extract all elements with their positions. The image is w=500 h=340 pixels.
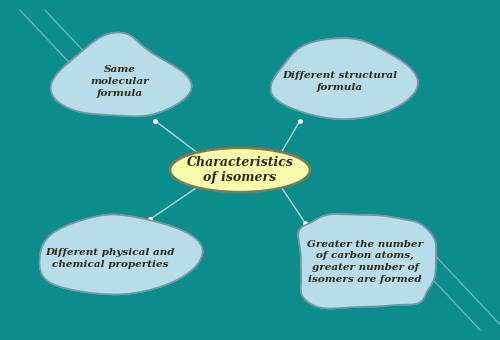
Text: Different physical and
chemical properties: Different physical and chemical properti… — [45, 248, 175, 269]
Polygon shape — [298, 214, 436, 308]
Text: Characteristics
of isomers: Characteristics of isomers — [186, 156, 294, 184]
Polygon shape — [270, 38, 418, 119]
Ellipse shape — [170, 148, 310, 192]
Text: Greater the number
of carbon atoms,
greater number of
isomers are formed: Greater the number of carbon atoms, grea… — [307, 240, 423, 284]
Polygon shape — [50, 33, 192, 116]
Text: Different structural
formula: Different structural formula — [282, 71, 398, 92]
Text: Same
molecular
formula: Same molecular formula — [90, 65, 150, 98]
Polygon shape — [40, 215, 202, 294]
